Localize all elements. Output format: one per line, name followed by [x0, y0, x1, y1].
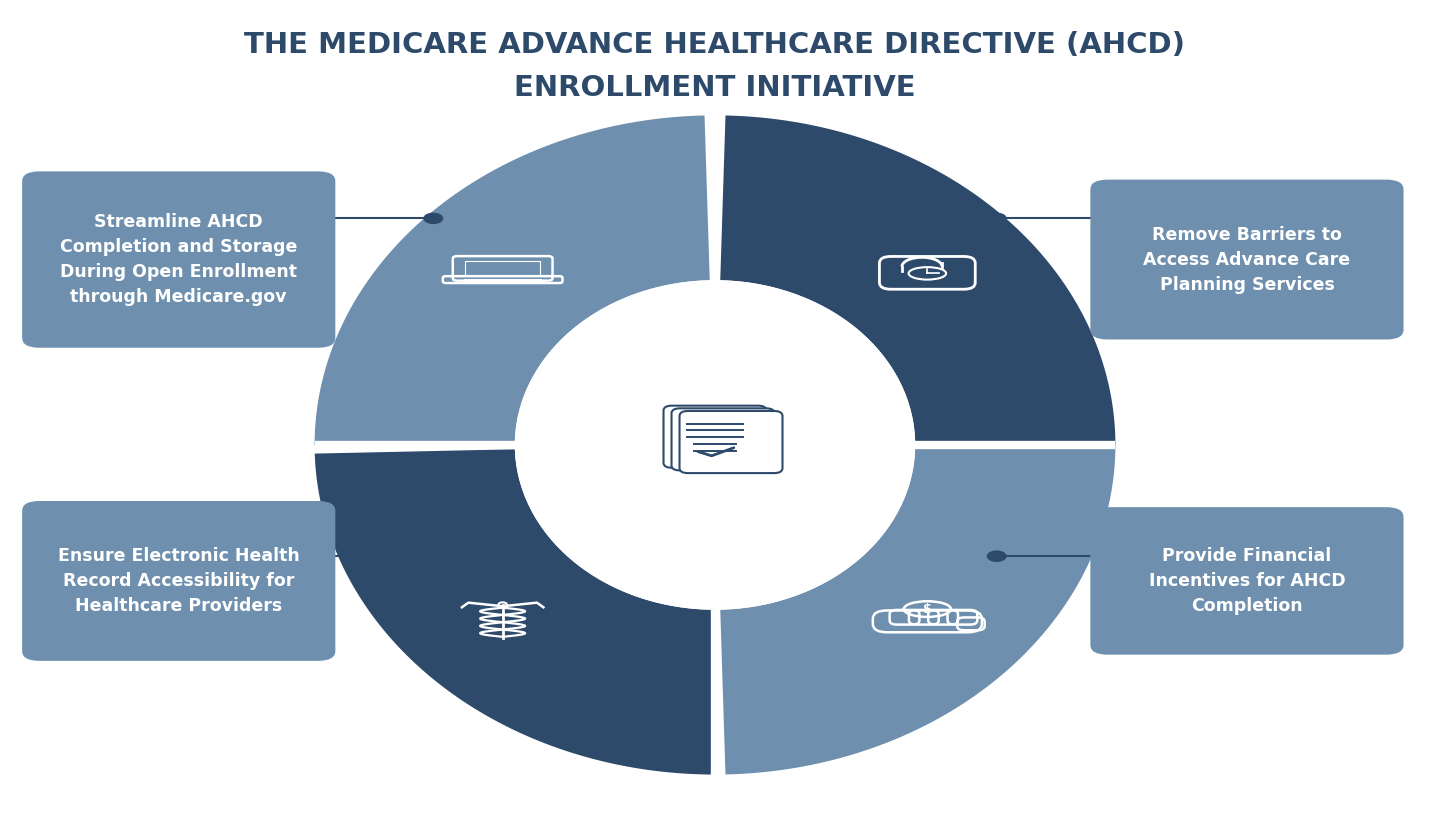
Text: ENROLLMENT INITIATIVE: ENROLLMENT INITIATIVE: [515, 74, 915, 102]
Text: Ensure Electronic Health
Record Accessibility for
Healthcare Providers: Ensure Electronic Health Record Accessib…: [57, 547, 300, 615]
Text: Provide Financial
Incentives for AHCD
Completion: Provide Financial Incentives for AHCD Co…: [1148, 547, 1346, 615]
Circle shape: [423, 550, 443, 562]
Ellipse shape: [515, 280, 915, 610]
Circle shape: [987, 213, 1007, 224]
Circle shape: [1098, 550, 1118, 562]
Circle shape: [423, 213, 443, 224]
FancyBboxPatch shape: [1090, 508, 1403, 655]
FancyBboxPatch shape: [664, 405, 766, 468]
Polygon shape: [315, 115, 709, 445]
Circle shape: [307, 213, 327, 224]
Polygon shape: [721, 445, 1115, 775]
Text: Streamline AHCD
Completion and Storage
During Open Enrollment
through Medicare.g: Streamline AHCD Completion and Storage D…: [60, 213, 297, 306]
Text: THE MEDICARE ADVANCE HEALTHCARE DIRECTIVE (AHCD): THE MEDICARE ADVANCE HEALTHCARE DIRECTIV…: [245, 31, 1185, 59]
Text: $: $: [922, 602, 932, 616]
Circle shape: [1098, 213, 1118, 224]
Polygon shape: [721, 115, 1115, 445]
Polygon shape: [315, 449, 715, 775]
FancyBboxPatch shape: [672, 409, 775, 471]
FancyBboxPatch shape: [21, 171, 335, 348]
FancyBboxPatch shape: [679, 411, 782, 473]
FancyBboxPatch shape: [21, 501, 335, 661]
FancyBboxPatch shape: [1090, 180, 1403, 339]
Text: Remove Barriers to
Access Advance Care
Planning Services: Remove Barriers to Access Advance Care P…: [1144, 226, 1350, 293]
Circle shape: [987, 550, 1007, 562]
Circle shape: [307, 550, 327, 562]
